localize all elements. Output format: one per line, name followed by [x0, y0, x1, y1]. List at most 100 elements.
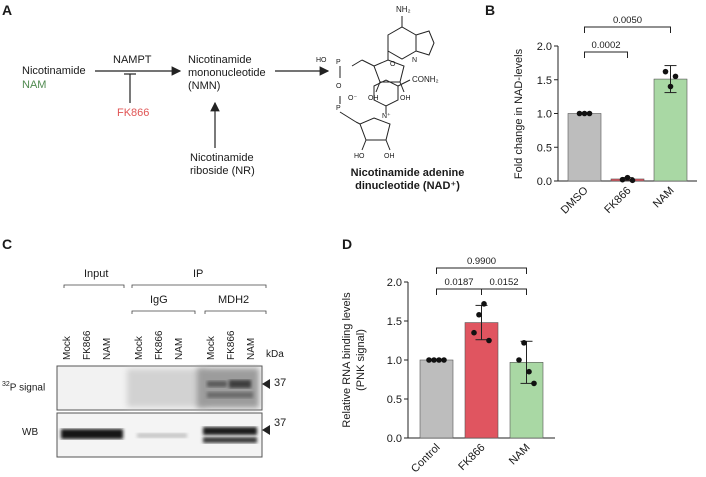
lane-label: FK866	[154, 330, 165, 360]
nad-structure: NH₂ N O HO P OH OH O O⁻ P CONH₂ N⁺ HO OH	[316, 5, 439, 160]
oh-label-2: OH	[400, 95, 411, 102]
pvalue-bracket-dmso-nam-label: 0.0050	[613, 15, 642, 26]
x-tick-label: FK866	[602, 185, 633, 216]
y-tick-label: 2.0	[387, 277, 402, 289]
data-point	[521, 340, 527, 346]
n-label-1: N	[412, 57, 417, 64]
conh2-label: CONH₂	[412, 75, 439, 84]
data-point	[441, 357, 447, 363]
pvalue-bracket-fk866-nam-label: 0.0152	[489, 277, 518, 288]
data-point	[576, 110, 583, 117]
data-point	[476, 311, 482, 318]
lane-label: Mock	[62, 336, 73, 360]
marker-37-wb: 37	[274, 417, 287, 429]
mdh2-label: MDH2	[218, 294, 250, 306]
nicotinamide-label: Nicotinamide	[22, 65, 86, 77]
marker-37-signal: 37	[274, 377, 287, 389]
data-point	[619, 176, 626, 183]
bar-dmso	[567, 113, 602, 182]
wb-blot-image	[56, 412, 263, 458]
marker-arrow-1	[262, 379, 270, 389]
p32-signal-label: 32P signal	[2, 381, 46, 394]
pvalue-bracket-fk866-nam	[481, 288, 527, 295]
panel-a-letter: A	[2, 2, 13, 18]
ho-label-1: HO	[316, 57, 327, 64]
chart-d: 0.0 0.5 1.0 1.5 2.0 Control FK866 NAM Relative R…	[341, 256, 555, 476]
nmn-label: Nicotinamide mononucleotide (NMN)	[188, 54, 266, 92]
y-tick-label: 0.0	[537, 176, 552, 188]
y-tick-label: 1.5	[537, 75, 552, 87]
p-label-1: P	[336, 59, 341, 66]
p32-blot-image	[56, 365, 263, 411]
y-tick-label: 0.5	[387, 394, 402, 406]
y-tick-label: 1.0	[387, 355, 402, 367]
y-tick-label: 0.0	[387, 433, 402, 445]
data-point	[431, 357, 437, 363]
pvalue-bracket-control-fk866	[436, 288, 482, 295]
x-tick-label: NAM	[651, 185, 677, 211]
oh-label-3: OH	[384, 153, 395, 160]
nampt-label: NAMPT	[113, 54, 152, 66]
nh2-label: NH₂	[396, 5, 411, 14]
x-tick-label: FK866	[456, 442, 487, 473]
data-point	[471, 329, 477, 336]
chart-b: 0.0 0.5 1.0 1.5 2.0 DMSO FK866 NAM Fold change i…	[513, 15, 697, 216]
ominus-label: O⁻	[348, 95, 357, 102]
nplus-label: N⁺	[382, 112, 391, 120]
igg-label: IgG	[150, 294, 168, 306]
ip-label: IP	[193, 268, 204, 280]
ho-label-2: HO	[354, 153, 365, 160]
lane-label: NAM	[174, 337, 185, 360]
pvalue-bracket-dmso-nam	[584, 26, 671, 33]
panel-b-letter: B	[485, 2, 496, 18]
x-tick-label: NAM	[507, 442, 533, 468]
data-point	[516, 357, 522, 363]
pvalue-bracket-control-nam-label: 0.9900	[467, 256, 496, 267]
panel-d-letter: D	[342, 236, 353, 252]
lane-label: NAM	[246, 337, 257, 360]
bar-fk866	[464, 322, 499, 439]
x-tick-label: DMSO	[559, 184, 591, 216]
nad-label: Nicotinamide adenine dinucleotide (NAD⁺)	[350, 167, 465, 192]
y-axis-label-line1: Relative RNA binding levels	[341, 292, 353, 428]
o-label-1: O	[390, 61, 396, 68]
y-tick-label: 0.5	[537, 142, 552, 154]
y-tick-label: 1.5	[387, 316, 402, 328]
lane-label: FK866	[82, 330, 93, 360]
o-label-2: O	[336, 83, 342, 90]
y-tick-label: 2.0	[537, 41, 552, 53]
pvalue-bracket-control-nam	[436, 267, 527, 274]
data-point	[586, 110, 593, 117]
y-axis-label: Fold change in NAD-levels	[513, 48, 525, 179]
nr-label: Nicotinamide riboside (NR)	[190, 152, 255, 177]
panel-c-letter: C	[2, 236, 13, 252]
data-point	[531, 380, 537, 387]
data-point	[672, 73, 679, 80]
fk866-label-a: FK866	[117, 107, 150, 119]
data-point	[426, 357, 432, 363]
data-point	[662, 68, 669, 75]
lane-label: Mock	[206, 336, 217, 360]
data-point	[629, 177, 636, 184]
data-point	[481, 301, 487, 307]
data-point	[581, 110, 588, 117]
p-label-2: P	[336, 105, 341, 112]
data-point	[436, 357, 442, 363]
bar-nam	[653, 78, 688, 182]
pvalue-bracket-dmso-fk866	[584, 51, 628, 58]
lane-label: NAM	[102, 337, 113, 360]
pvalue-bracket-dmso-fk866-label: 0.0002	[591, 40, 620, 51]
oh-label-1: OH	[368, 95, 379, 102]
bar-control	[419, 359, 454, 439]
data-point	[624, 174, 631, 181]
y-tick-label: 1.0	[537, 109, 552, 121]
kda-label: kDa	[266, 349, 284, 360]
marker-arrow-2	[262, 425, 270, 435]
lane-label: FK866	[226, 330, 237, 360]
lane-label: Mock	[134, 336, 145, 360]
nam-label: NAM	[22, 79, 47, 91]
pvalue-bracket-control-fk866-label: 0.0187	[444, 277, 473, 288]
data-point	[486, 337, 492, 344]
wb-label: WB	[22, 427, 39, 438]
x-tick-label: Control	[409, 442, 443, 476]
